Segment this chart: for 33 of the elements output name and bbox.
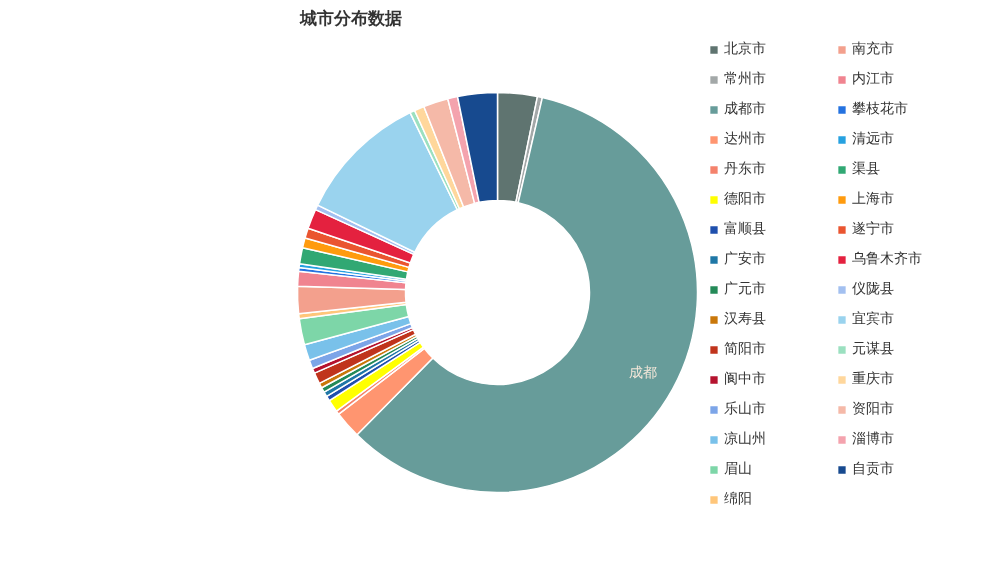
legend-label: 达州市	[724, 130, 767, 148]
legend-label: 汉寿县	[724, 310, 767, 328]
legend-label: 北京市	[724, 40, 767, 58]
legend-label: 德阳市	[724, 190, 767, 208]
legend-label: 重庆市	[852, 370, 895, 388]
legend-label: 广元市	[724, 280, 767, 298]
legend-label: 上海市	[852, 190, 895, 208]
chart-title: 城市分布数据	[298, 7, 402, 28]
legend-label: 眉山	[724, 460, 753, 478]
legend-label: 阆中市	[724, 370, 767, 388]
legend-label: 仪陇县	[852, 280, 895, 298]
legend-label: 富顺县	[724, 220, 767, 238]
legend-label: 绵阳	[724, 490, 753, 508]
legend-label: 成都市	[724, 100, 767, 118]
legend-label: 元谋县	[852, 340, 895, 358]
legend-label: 资阳市	[852, 400, 895, 418]
legend-label: 内江市	[852, 70, 895, 88]
legend-label: 凉山州	[724, 430, 767, 448]
legend-label: 自贡市	[852, 460, 895, 478]
legend-label: 丹东市	[724, 160, 767, 178]
legend-label: 宜宾市	[852, 310, 895, 328]
legend-label: 广安市	[724, 250, 767, 268]
legend-label: 南充市	[852, 40, 895, 58]
legend-label: 攀枝花市	[852, 100, 909, 118]
text: 成都	[628, 364, 657, 381]
legend-label: 乐山市	[724, 400, 767, 418]
legend-label: 简阳市	[724, 340, 767, 358]
legend-label: 淄博市	[852, 430, 895, 448]
legend-label: 渠县	[852, 160, 881, 178]
legend-label: 常州市	[724, 70, 767, 88]
legend-label: 乌鲁木齐市	[852, 250, 923, 268]
legend-label: 清远市	[852, 130, 895, 148]
legend-label: 遂宁市	[852, 220, 895, 238]
